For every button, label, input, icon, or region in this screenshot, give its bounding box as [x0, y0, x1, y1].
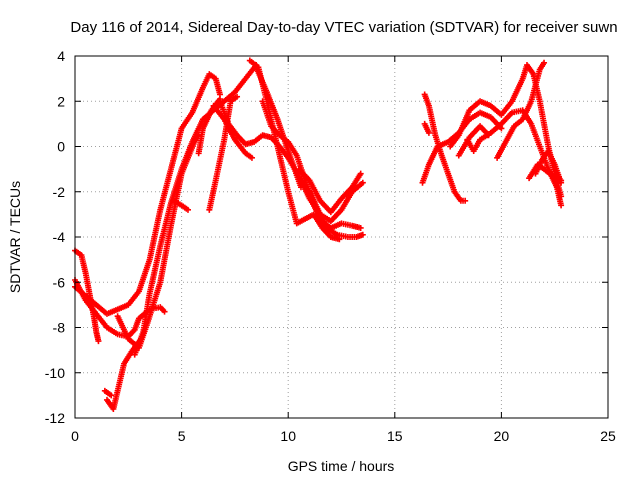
- series-track-26: [526, 161, 565, 184]
- data-point-marker: [425, 129, 432, 136]
- chart-title: Day 116 of 2014, Sidereal Day-to-day VTE…: [70, 19, 617, 36]
- data-point-marker: [138, 335, 145, 342]
- series-track-8: [170, 197, 191, 213]
- x-tick-label: 20: [494, 428, 510, 444]
- y-tick-label: 4: [57, 48, 65, 64]
- y-tick-label: -8: [53, 320, 66, 336]
- y-tick-label: -12: [45, 410, 65, 426]
- y-tick-label: 2: [57, 93, 65, 109]
- series-track-24: [494, 59, 548, 161]
- y-tick-label: -10: [45, 365, 65, 381]
- series-track-16: [295, 166, 364, 216]
- data-point-marker: [234, 93, 241, 100]
- series-track-5: [114, 132, 202, 351]
- data-point-marker: [359, 179, 366, 186]
- data-point-marker: [359, 231, 366, 238]
- data-point-marker: [558, 177, 565, 184]
- series-track-3: [72, 71, 223, 317]
- data-point-marker: [95, 338, 102, 345]
- x-tick-label: 25: [600, 428, 616, 444]
- series-track-18: [302, 184, 366, 240]
- series-track-23: [464, 107, 565, 209]
- series-track-21: [421, 120, 432, 136]
- data-point-marker: [161, 308, 168, 315]
- y-tick-label: -2: [53, 184, 66, 200]
- y-tick-label: -4: [53, 229, 66, 245]
- data-point-marker: [485, 132, 492, 139]
- x-tick-label: 5: [178, 428, 186, 444]
- data-point-marker: [541, 59, 548, 66]
- series-track-6: [103, 335, 145, 412]
- series-track-27: [455, 123, 492, 159]
- x-tick-label: 0: [71, 428, 79, 444]
- data-point-marker: [357, 224, 364, 231]
- data-point-marker: [184, 206, 191, 213]
- series-track-19: [421, 91, 469, 204]
- data-point-marker: [108, 392, 115, 399]
- data-point-marker: [462, 197, 469, 204]
- axis-ticks: 0 5 10 15 20 25 -12 -10 -8 -6 -4 -2 0 2 4: [45, 48, 616, 444]
- series-track-7: [101, 387, 115, 399]
- y-axis-label: SDTVAR / TECUs: [7, 181, 23, 293]
- x-tick-label: 10: [280, 428, 296, 444]
- data-points: [72, 57, 565, 412]
- data-point-marker: [357, 170, 364, 177]
- y-tick-label: -6: [53, 274, 66, 290]
- series-track-15: [253, 64, 304, 191]
- data-point-marker: [248, 154, 255, 161]
- x-tick-label: 15: [387, 428, 403, 444]
- data-point-marker: [558, 202, 565, 209]
- x-axis-label: GPS time / hours: [288, 458, 395, 474]
- y-tick-label: 0: [57, 139, 65, 155]
- series-track-22: [447, 62, 565, 200]
